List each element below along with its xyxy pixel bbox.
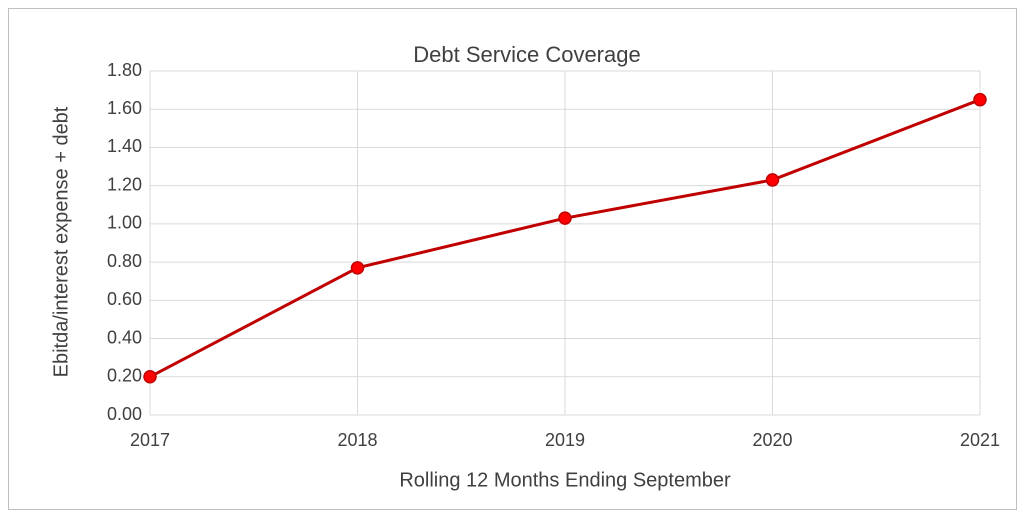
y-tick-label: 0.40 bbox=[107, 327, 142, 347]
x-tick-label: 2017 bbox=[130, 430, 170, 450]
x-tick-label: 2018 bbox=[337, 430, 377, 450]
y-tick-label: 1.60 bbox=[107, 98, 142, 118]
chart-frame bbox=[8, 8, 1017, 510]
y-tick-label: 1.20 bbox=[107, 174, 142, 194]
data-point bbox=[558, 211, 572, 225]
y-tick-label: 0.60 bbox=[107, 289, 142, 309]
y-axis-label: Ebitda/interest expense + debt bbox=[50, 106, 72, 377]
chart-title: Debt Service Coverage bbox=[413, 42, 640, 67]
x-tick-label: 2020 bbox=[752, 430, 792, 450]
y-tick-label: 1.00 bbox=[107, 213, 142, 233]
data-point bbox=[143, 370, 157, 384]
data-point bbox=[350, 261, 365, 275]
data-point bbox=[765, 173, 780, 187]
y-tick-label: 0.00 bbox=[107, 404, 142, 424]
x-axis-label: Rolling 12 Months Ending September bbox=[399, 469, 731, 491]
y-tick-label: 0.80 bbox=[107, 251, 142, 271]
y-tick-label: 0.20 bbox=[107, 366, 142, 386]
y-tick-label: 1.40 bbox=[107, 136, 142, 156]
x-tick-label: 2021 bbox=[960, 430, 1000, 450]
data-point bbox=[973, 92, 987, 107]
y-tick-label: 1.80 bbox=[107, 60, 142, 80]
x-tick-label: 2019 bbox=[545, 430, 585, 450]
